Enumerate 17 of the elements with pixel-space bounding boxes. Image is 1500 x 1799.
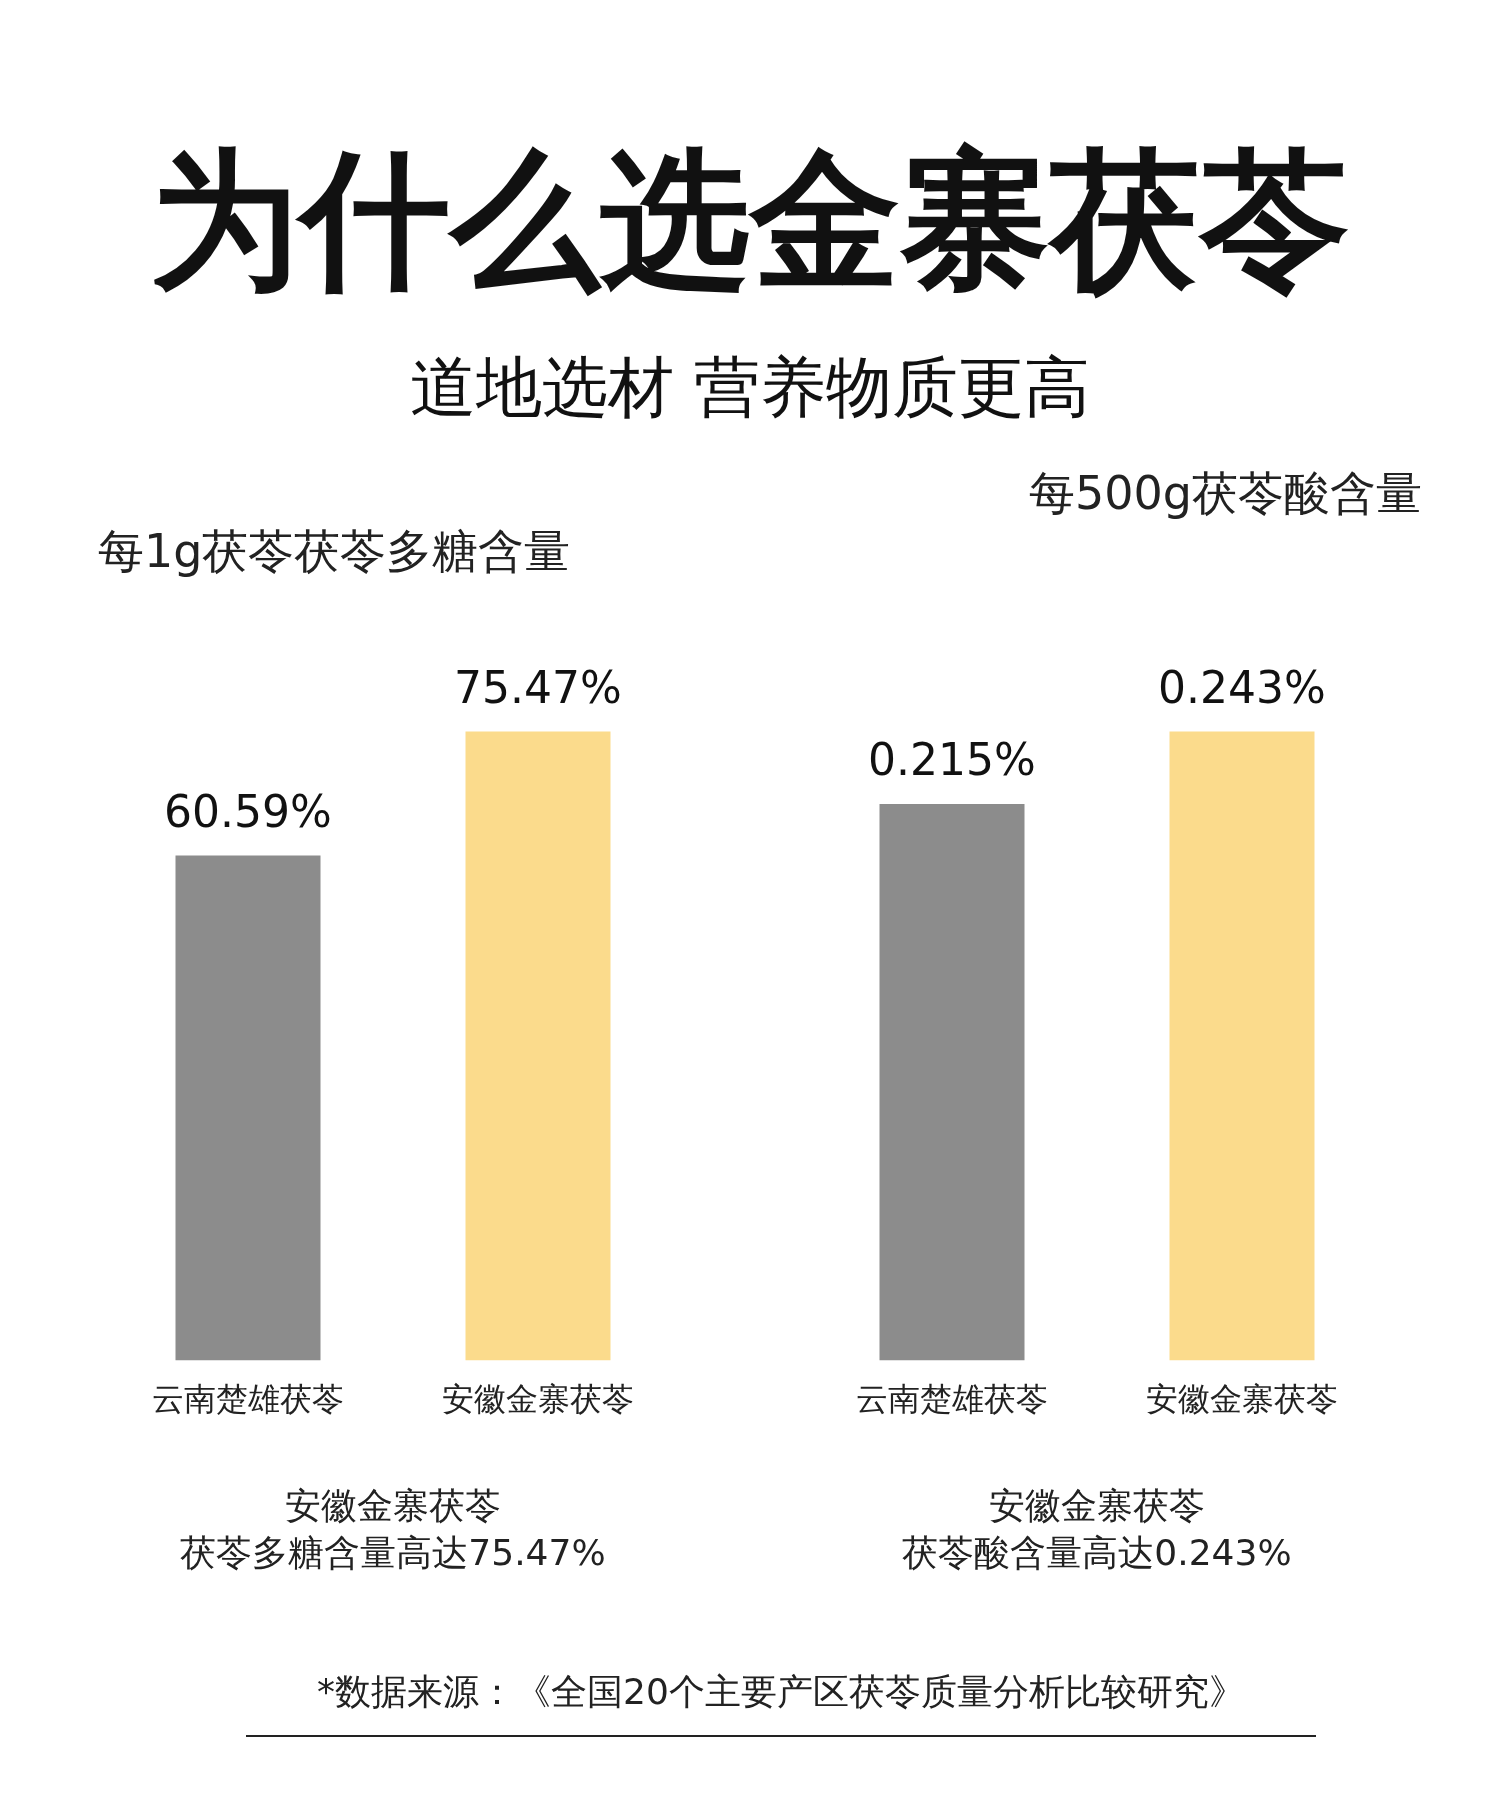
chart-title: 每1g茯苓茯苓多糖含量 — [97, 523, 571, 580]
text: 茯苓多糖含量高达75.47% — [180, 1530, 606, 1575]
data-label: 75.47% — [454, 661, 622, 713]
x-tick-label: 云南楚雄茯苓 — [152, 1380, 344, 1419]
data-label: 0.243% — [1158, 661, 1326, 713]
text: *数据来源：《全国20个主要产区茯苓质量分析比较研究》 — [317, 1671, 1245, 1712]
text: 道地选材 营养物质更高 — [408, 348, 1092, 428]
chart-title: 每500g茯苓酸含量 — [1029, 465, 1422, 522]
text: 为什么选金寨茯苓 — [149, 133, 1351, 307]
x-tick-label: 云南楚雄茯苓 — [856, 1380, 1048, 1419]
data-label: 60.59% — [164, 785, 332, 837]
text: 茯苓酸含量高达0.243% — [902, 1530, 1292, 1575]
data-label: 0.215% — [868, 734, 1036, 786]
x-tick-label: 安徽金寨茯苓 — [442, 1380, 634, 1419]
text: 安徽金寨茯苓 — [988, 1484, 1206, 1528]
x-tick-label: 安徽金寨茯苓 — [1146, 1380, 1338, 1419]
text: 安徽金寨茯苓 — [284, 1484, 502, 1528]
